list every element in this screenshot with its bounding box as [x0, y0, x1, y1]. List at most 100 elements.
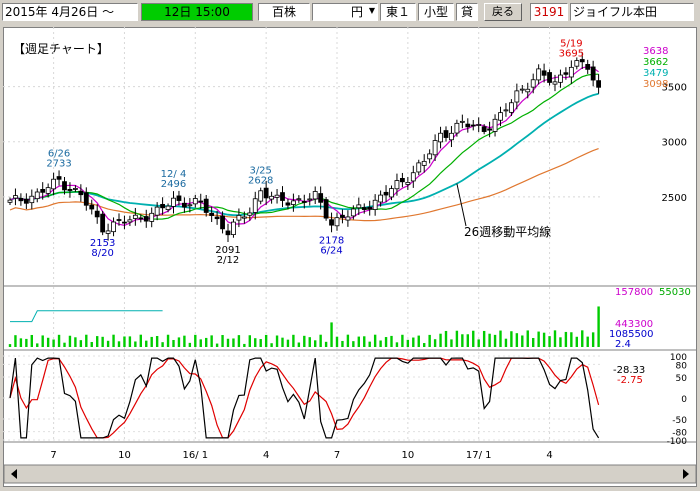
- candle: [154, 206, 160, 216]
- volume-bar: [183, 335, 186, 347]
- volume-bar: [139, 334, 142, 347]
- candle: [285, 202, 291, 206]
- candle: [209, 212, 215, 216]
- ma-26w-label: 26週移動平均線: [464, 224, 551, 239]
- volume-bar: [526, 330, 529, 347]
- candle: [443, 130, 449, 138]
- volume-bar: [205, 337, 208, 347]
- volume-bar: [401, 334, 404, 347]
- volume-bar: [41, 335, 44, 347]
- legend-value: 3662: [643, 57, 668, 68]
- volume-bar: [412, 337, 415, 347]
- candle: [312, 191, 318, 200]
- volume-bar: [314, 340, 317, 347]
- candle: [378, 194, 384, 203]
- volume-bar: [123, 336, 126, 347]
- volume-bar: [308, 337, 311, 347]
- volume-side-label: 55030: [659, 287, 691, 298]
- candle: [241, 216, 247, 219]
- price-tick-label: 3000: [662, 138, 687, 149]
- date-field[interactable]: 2015年 4月26日 ～: [2, 3, 138, 21]
- candle: [574, 60, 580, 67]
- trough-value-label: 2178: [319, 235, 344, 246]
- volume-bar: [259, 339, 262, 347]
- scrollbar: [3, 464, 697, 484]
- candle: [307, 198, 313, 201]
- candle: [83, 192, 89, 206]
- candle: [122, 221, 127, 224]
- stock-name: ジョイフル本田: [570, 3, 694, 21]
- scroll-right-icon: [683, 469, 689, 479]
- ma-long-line: [9, 148, 599, 222]
- volume-bar: [221, 335, 224, 347]
- volume-bar: [363, 336, 366, 347]
- trough-date-label: 6/24: [320, 245, 342, 256]
- volume-bar: [532, 337, 535, 347]
- candle: [263, 187, 269, 199]
- volume-bar: [433, 339, 437, 347]
- candle: [252, 198, 258, 213]
- volume-bar: [30, 334, 33, 347]
- candle: [301, 201, 307, 203]
- osc-tick-label: 100: [670, 353, 687, 363]
- volume-bar: [297, 342, 301, 347]
- candle: [220, 215, 225, 230]
- candle: [40, 189, 46, 193]
- candle: [519, 88, 525, 91]
- volume-bar: [57, 334, 61, 347]
- candle: [590, 66, 596, 81]
- volume-bar: [352, 341, 355, 347]
- volume-bar: [96, 336, 99, 347]
- candle: [225, 230, 231, 236]
- candle: [181, 202, 187, 208]
- volume-bar: [14, 335, 17, 347]
- volume-bar: [25, 338, 28, 347]
- currency-select[interactable]: 円: [312, 3, 378, 21]
- volume-bar: [63, 342, 66, 347]
- volume-bar: [128, 336, 132, 347]
- candle: [367, 206, 373, 210]
- volume-bar: [248, 335, 251, 347]
- candle: [176, 195, 182, 201]
- volume-bar: [390, 335, 393, 347]
- back-button[interactable]: 戻る: [484, 3, 522, 21]
- candle: [514, 90, 520, 103]
- volume-bar: [521, 335, 524, 347]
- chart-area: 【週足チャート】 26週移動平均線 3500 3000 2500 157800 550…: [3, 27, 697, 487]
- volume-label: 443300: [615, 319, 653, 330]
- volume-bar: [330, 322, 333, 347]
- scroll-left-icon: [11, 469, 17, 479]
- candle: [274, 194, 280, 198]
- trough-date-label: 8/20: [91, 248, 113, 259]
- candle: [508, 102, 514, 113]
- volume-bar: [417, 335, 420, 347]
- volume-label: 157800: [615, 287, 653, 298]
- candle: [51, 178, 56, 190]
- volume-bar: [275, 335, 279, 347]
- volume-bar: [439, 333, 442, 347]
- volume-bar: [542, 332, 546, 347]
- candle: [73, 188, 78, 190]
- x-tick-label: 7: [50, 450, 56, 461]
- volume-bar: [52, 339, 55, 347]
- volume-bar: [74, 337, 77, 347]
- candle: [323, 199, 329, 219]
- volume-bar: [199, 339, 202, 347]
- period-field[interactable]: 12日 15:00: [141, 3, 253, 21]
- volume-bar: [591, 332, 595, 347]
- volume-bar: [428, 334, 431, 347]
- trough-date-label: 2/12: [217, 255, 239, 266]
- osc-tick-label: 80: [676, 361, 688, 371]
- osc-value-label: -28.33: [613, 365, 645, 376]
- osc-tick-label: 50: [676, 374, 688, 384]
- candle: [563, 72, 569, 75]
- volume-bar: [166, 334, 170, 347]
- volume-bar: [210, 335, 213, 347]
- volume-bar: [101, 336, 104, 347]
- volume-bar: [346, 334, 350, 347]
- chevron-down-icon[interactable]: ▼: [368, 6, 376, 15]
- volume-bar: [586, 336, 589, 347]
- candle: [465, 123, 471, 128]
- volume-bar: [341, 340, 344, 347]
- peak-value-label: 2496: [161, 179, 186, 190]
